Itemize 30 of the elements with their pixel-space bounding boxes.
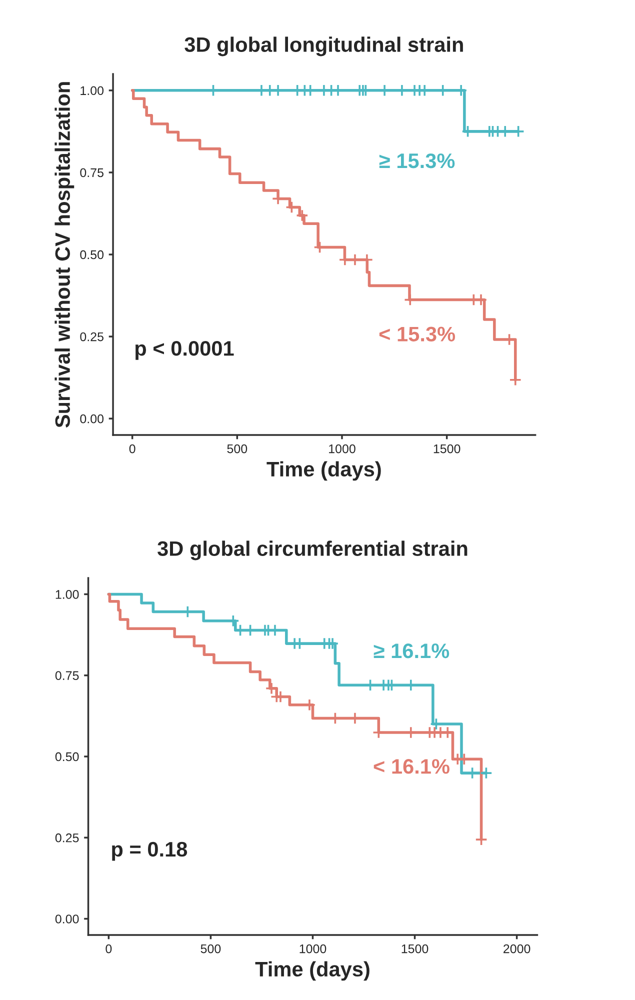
x-tick-label: 2000 [504,944,530,954]
y-tick-label: 0.75 [80,168,104,178]
y-tick-label: 0.25 [80,332,104,342]
x-tick-label: 1000 [329,444,356,454]
x-tick-label: 0 [106,944,112,954]
x-tick-label: 500 [227,444,248,454]
x-tick-label: 500 [200,944,221,954]
annotation: p < 0.0001 [136,341,234,360]
chart-title: 3D global circumferential strain [158,540,468,560]
chart-title: 3D global longitudinal strain [184,36,463,56]
y-axis-title: Survival without CV hospitalization [54,82,74,428]
y-tick-label: 0.25 [55,833,79,842]
x-tick-label: 1000 [300,944,326,954]
x-axis-title: Time (days) [266,461,381,481]
y-tick-label: 0.75 [55,671,79,680]
series-label: < 15.3% [379,326,456,342]
y-tick-label: 1.00 [80,86,104,96]
x-tick-label: 1500 [434,444,460,454]
y-tick-label: 0.00 [80,414,104,424]
x-axis-title: Time (days) [255,961,370,981]
y-tick-label: 1.00 [56,590,79,599]
y-tick-label: 0.50 [55,752,79,762]
series-label: ≥ 16.1% [374,643,450,658]
y-tick-label: 0.50 [80,250,104,260]
annotation: p = 0.18 [112,842,188,861]
series-label: ≥ 15.3% [379,153,455,168]
series-label: < 16.1% [374,759,450,774]
x-tick-label: 1500 [402,944,428,954]
x-tick-label: 0 [129,444,136,454]
y-tick-label: 0.00 [55,914,79,924]
